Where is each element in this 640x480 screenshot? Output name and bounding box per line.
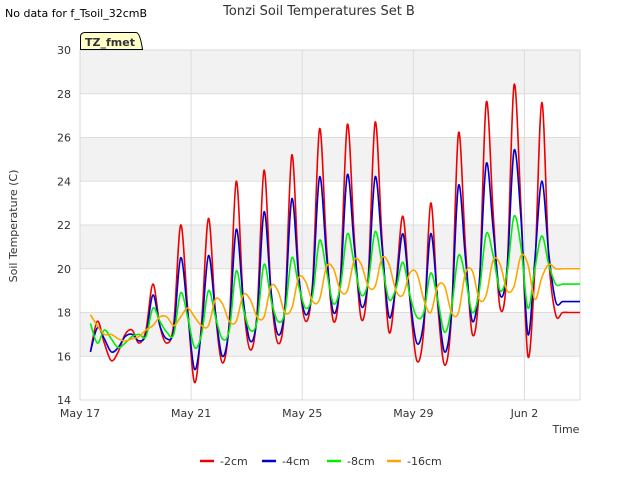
legend-item: -16cm xyxy=(387,455,442,468)
plot-band xyxy=(80,312,580,357)
plot-frame xyxy=(79,49,581,401)
y-tick-label: 18 xyxy=(57,307,71,320)
series-line-minus-2cm xyxy=(89,83,581,384)
legend-label: -16cm xyxy=(407,455,442,468)
y-tick-label: 24 xyxy=(57,175,71,188)
y-tick-label: 20 xyxy=(57,263,71,276)
legend: -2cm -4cm -8cm -16cm xyxy=(200,455,442,468)
legend-label: -2cm xyxy=(220,455,248,468)
x-tick-label: Jun 2 xyxy=(510,407,539,420)
plot-band xyxy=(80,137,580,182)
x-tick-label: May 29 xyxy=(393,407,433,420)
plot-band xyxy=(80,181,580,225)
plot-band xyxy=(80,50,580,94)
y-tick-label: 28 xyxy=(57,88,71,101)
plot-band xyxy=(80,93,580,138)
y-tick-label: 26 xyxy=(57,132,71,145)
series-line-minus-8cm xyxy=(89,214,580,349)
y-axis-label: Soil Temperature (C) xyxy=(7,170,20,283)
series-lines xyxy=(89,83,581,384)
y-tick-label: 22 xyxy=(57,219,71,232)
no-data-note: No data for f_Tsoil_32cmB xyxy=(5,7,148,20)
legend-item: -2cm xyxy=(200,455,248,468)
legend-label: -4cm xyxy=(282,455,310,468)
badge-box xyxy=(80,32,144,50)
x-tick-label: May 25 xyxy=(282,407,322,420)
y-tick-label: 16 xyxy=(57,350,71,363)
badge-label: TZ_fmet xyxy=(85,36,135,49)
plot-band xyxy=(80,225,580,269)
y-tick-label: 14 xyxy=(57,394,71,407)
x-axis-label: Time xyxy=(552,423,580,436)
y-tick-label: 30 xyxy=(57,44,71,57)
legend-item: -8cm xyxy=(327,455,375,468)
legend-label: -8cm xyxy=(347,455,375,468)
x-tick-label: May 17 xyxy=(60,407,100,420)
series-line-minus-16cm xyxy=(89,253,580,342)
legend-item: -4cm xyxy=(262,455,310,468)
tz-fmet-badge: TZ_fmet xyxy=(80,32,144,50)
plot-band xyxy=(80,356,580,400)
chart-title: Tonzi Soil Temperatures Set B xyxy=(222,4,415,19)
x-tick-labels: May 17 May 21 May 25 May 29 Jun 2 xyxy=(60,407,538,420)
series-line-minus-4cm xyxy=(89,148,580,371)
x-tick-label: May 21 xyxy=(171,407,211,420)
y-tick-labels: 14 16 18 20 22 24 26 28 30 xyxy=(57,44,71,407)
